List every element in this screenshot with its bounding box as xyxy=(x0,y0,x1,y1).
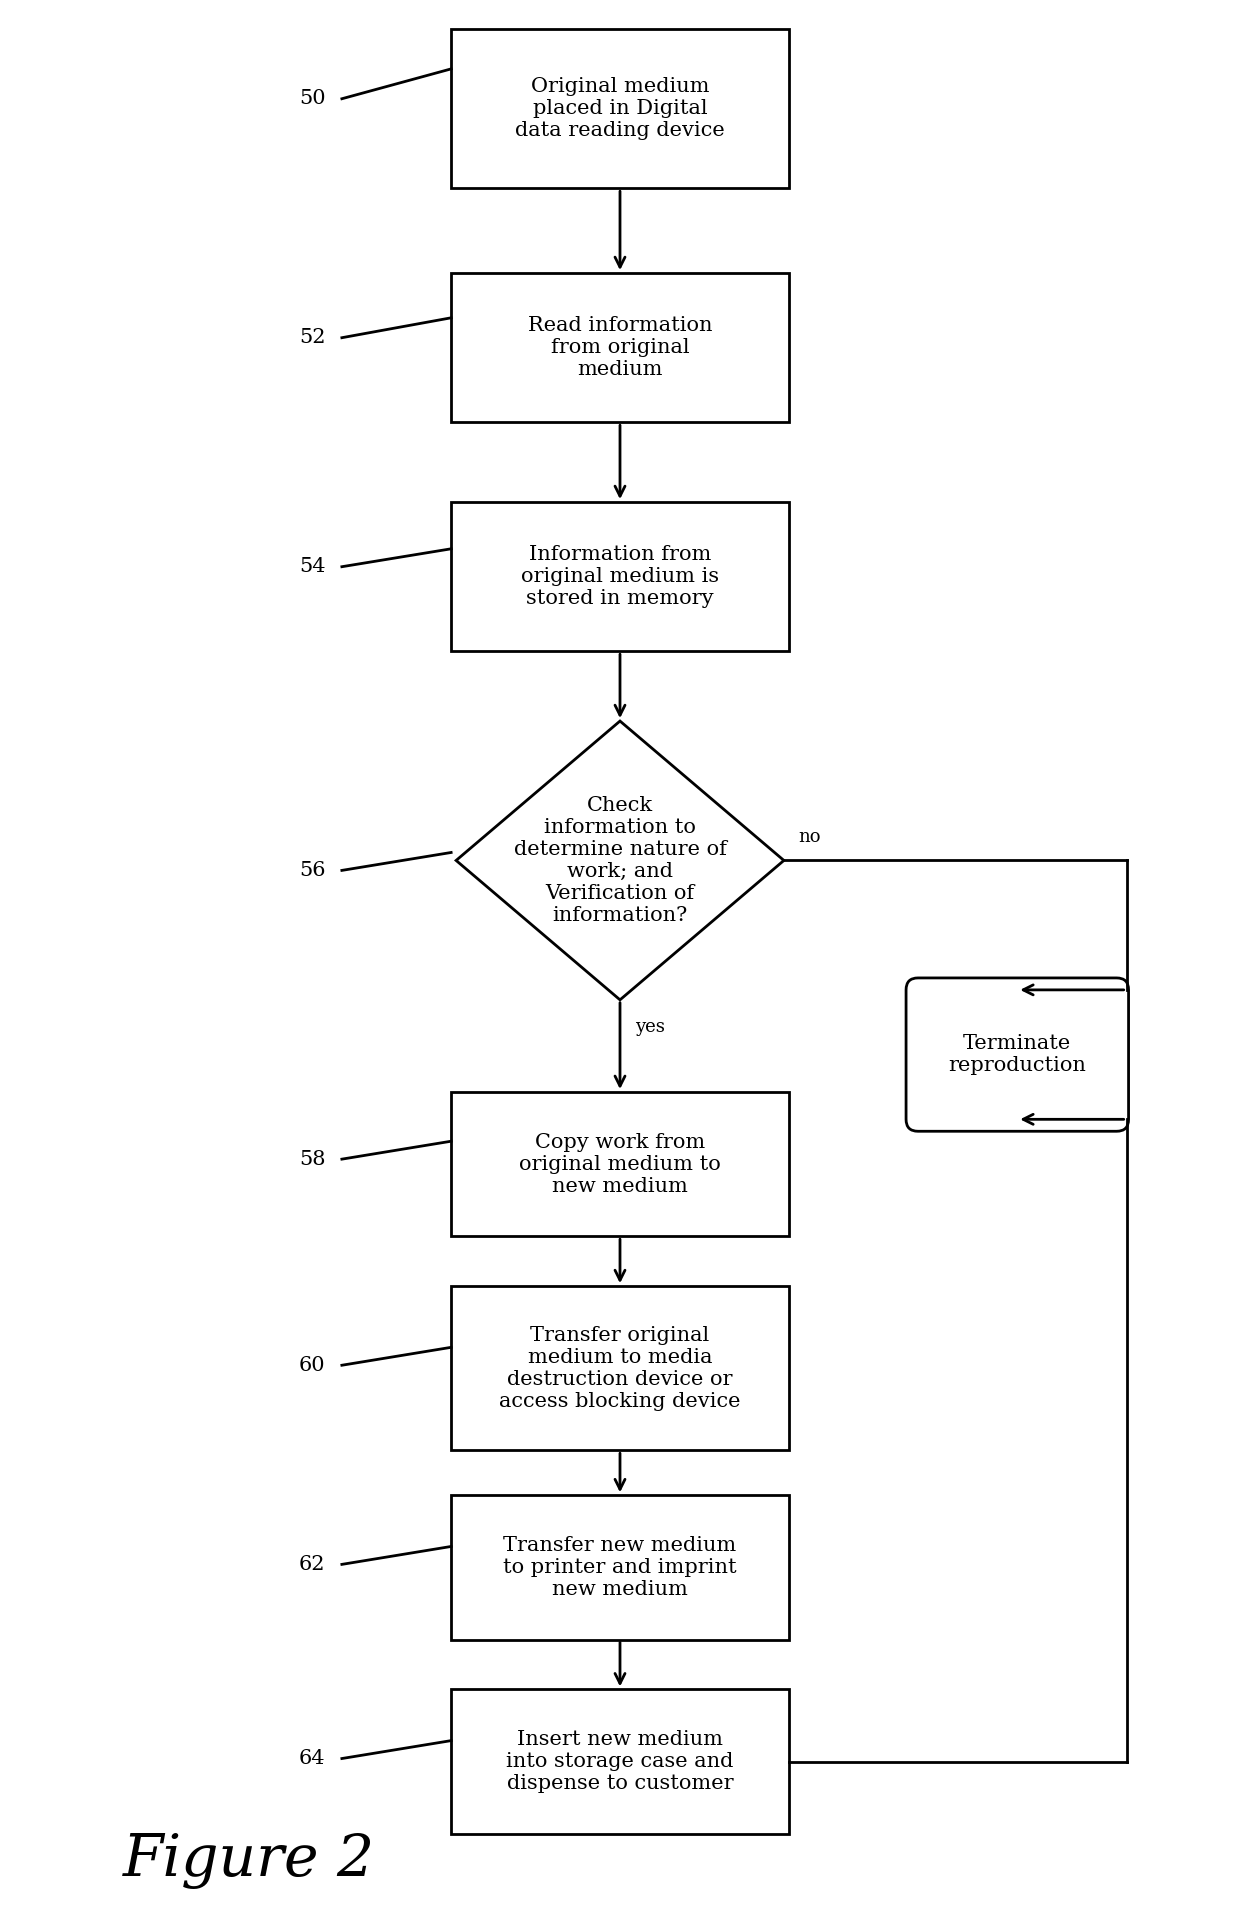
Text: no: no xyxy=(799,828,821,845)
Text: 62: 62 xyxy=(299,1555,325,1575)
Text: 64: 64 xyxy=(299,1750,325,1767)
Text: Original medium
placed in Digital
data reading device: Original medium placed in Digital data r… xyxy=(515,77,725,141)
Text: Information from
original medium is
stored in memory: Information from original medium is stor… xyxy=(521,545,719,608)
FancyBboxPatch shape xyxy=(451,502,789,651)
Text: 50: 50 xyxy=(299,89,325,108)
Text: Transfer original
medium to media
destruction device or
access blocking device: Transfer original medium to media destru… xyxy=(500,1326,740,1411)
FancyBboxPatch shape xyxy=(906,978,1128,1132)
Text: Insert new medium
into storage case and
dispense to customer: Insert new medium into storage case and … xyxy=(506,1731,734,1792)
Text: 56: 56 xyxy=(299,860,325,880)
Text: Terminate
reproduction: Terminate reproduction xyxy=(949,1034,1086,1074)
FancyBboxPatch shape xyxy=(451,273,789,422)
Text: yes: yes xyxy=(635,1018,665,1036)
FancyBboxPatch shape xyxy=(451,1496,789,1640)
FancyBboxPatch shape xyxy=(451,1286,789,1450)
Text: 54: 54 xyxy=(299,556,325,576)
Text: Figure 2: Figure 2 xyxy=(123,1833,376,1888)
Polygon shape xyxy=(456,722,784,999)
Text: Read information
from original
medium: Read information from original medium xyxy=(528,316,712,379)
Text: Copy work from
original medium to
new medium: Copy work from original medium to new me… xyxy=(520,1132,720,1195)
FancyBboxPatch shape xyxy=(451,1690,789,1835)
FancyBboxPatch shape xyxy=(451,1091,789,1236)
FancyBboxPatch shape xyxy=(451,29,789,189)
Text: 58: 58 xyxy=(299,1149,325,1168)
Text: 60: 60 xyxy=(299,1355,325,1374)
Text: Transfer new medium
to printer and imprint
new medium: Transfer new medium to printer and impri… xyxy=(503,1536,737,1600)
Text: 52: 52 xyxy=(299,329,325,346)
Text: Check
information to
determine nature of
work; and
Verification of
information?: Check information to determine nature of… xyxy=(513,795,727,924)
